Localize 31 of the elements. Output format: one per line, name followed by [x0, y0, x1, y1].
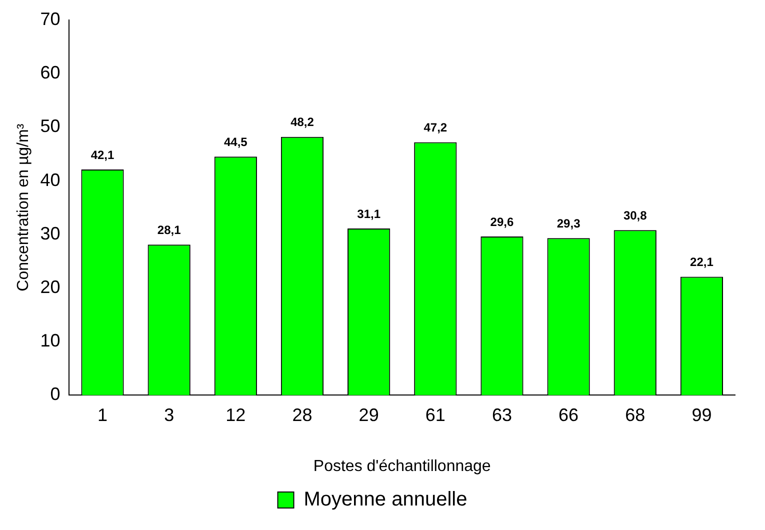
x-tick-label: 99: [692, 404, 712, 425]
data-label: 48,2: [290, 115, 314, 130]
x-tick-label: 29: [358, 404, 379, 425]
x-tick-label: 68: [625, 404, 646, 425]
y-tick-label: 30: [40, 223, 60, 244]
y-axis-title: Concentration en µg/m³: [15, 123, 32, 292]
x-axis-title: Postes d'échantillonnage: [313, 458, 491, 475]
x-tick-label: 12: [226, 404, 246, 425]
data-label: 47,2: [424, 120, 448, 135]
x-tick-label: 66: [558, 404, 579, 425]
legend-label: Moyenne annuelle: [304, 488, 468, 511]
data-label: 42,1: [90, 148, 115, 162]
y-tick-label: 10: [40, 330, 60, 351]
data-label: 29,6: [490, 214, 514, 229]
x-tick-label: 63: [492, 404, 512, 425]
y-tick-label: 70: [40, 8, 60, 29]
y-tick-label: 0: [50, 384, 60, 404]
data-label: 31,1: [357, 206, 381, 221]
y-tick-label: 60: [40, 62, 60, 83]
x-tick-label: 61: [425, 404, 446, 425]
y-tick-label: 50: [40, 116, 60, 136]
data-label: 44,5: [224, 134, 248, 149]
x-tick-label: 1: [98, 404, 108, 425]
x-tick-label: 28: [292, 404, 312, 425]
data-label: 29,3: [556, 216, 581, 230]
data-label: 30,8: [623, 208, 648, 222]
x-tick-label: 3: [164, 404, 174, 425]
data-label: 28,1: [157, 222, 182, 237]
y-tick-label: 40: [40, 170, 60, 190]
y-tick-label: 20: [40, 276, 60, 297]
data-label: 22,1: [690, 255, 714, 270]
